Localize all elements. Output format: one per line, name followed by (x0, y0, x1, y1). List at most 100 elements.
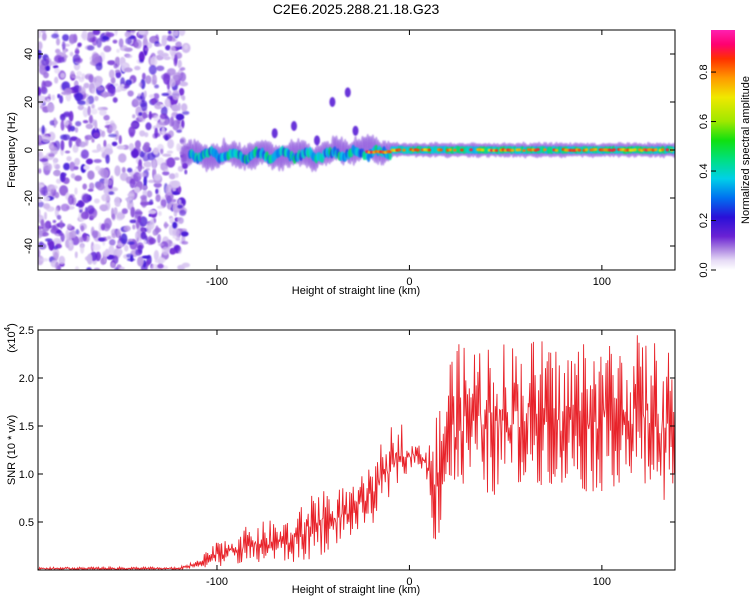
noise-speckle (82, 193, 91, 204)
noise-speckle (75, 47, 80, 56)
noise-speckle (93, 267, 101, 270)
noise-speckle (120, 233, 128, 245)
noise-speckle (91, 36, 98, 46)
noise-speckle (106, 235, 112, 240)
spectrogram-axes: -100 0 100 -40 -20 0 20 40 (23, 30, 675, 288)
noise-speckle (74, 157, 80, 166)
noise-speckle (48, 153, 55, 158)
colorbar-tick-label: 0.2 (698, 213, 710, 228)
side-blob (291, 121, 297, 131)
band-peak (654, 148, 658, 152)
side-blob (314, 135, 320, 146)
noise-speckle (45, 65, 51, 72)
noise-speckle (76, 70, 82, 77)
snr-axes: -100 0 100 0.5 1.0 1.5 2.0 2.5 (19, 325, 675, 588)
noise-speckle (164, 98, 171, 108)
noise-speckle (60, 173, 65, 182)
band-peak (494, 149, 499, 152)
noise-speckle (105, 32, 115, 38)
noise-speckle (129, 219, 137, 224)
band-peak (453, 148, 457, 152)
noise-speckle (146, 190, 153, 198)
y-tick-label: 1.0 (19, 469, 34, 481)
noise-speckle (64, 150, 71, 154)
noise-speckle (178, 30, 186, 37)
noise-speckle (161, 35, 168, 39)
noise-speckle (165, 184, 174, 196)
noise-speckle (103, 114, 110, 121)
noise-speckle (138, 172, 147, 178)
noise-speckle (77, 104, 85, 111)
noise-speckle (177, 165, 184, 172)
noise-speckle (87, 45, 95, 51)
noise-speckle (154, 102, 163, 110)
noise-speckle (54, 207, 60, 218)
noise-speckle (181, 241, 189, 245)
noise-speckle (123, 225, 131, 232)
noise-speckle (38, 135, 42, 143)
noise-speckle (148, 209, 157, 215)
noise-speckle (137, 256, 144, 267)
noise-speckle (175, 113, 185, 121)
band-peak (480, 148, 485, 152)
noise-speckle (116, 145, 126, 150)
noise-speckle (140, 102, 148, 112)
noise-speckle (108, 69, 115, 79)
noise-speckle (67, 195, 74, 206)
noise-speckle (69, 161, 76, 172)
noise-speckle (99, 109, 107, 116)
noise-speckle (50, 146, 58, 155)
colorbar-tick-label: 0.0 (698, 262, 710, 277)
noise-speckle (127, 193, 135, 197)
noise-speckle (60, 233, 65, 242)
noise-speckle (82, 183, 87, 190)
noise-speckle (133, 97, 142, 106)
noise-speckle (56, 37, 60, 46)
noise-speckle (86, 267, 92, 270)
noise-speckle (69, 125, 76, 132)
noise-speckle (48, 142, 54, 150)
noise-speckle (161, 73, 169, 81)
noise-speckle (123, 67, 133, 73)
band-peak (460, 148, 464, 152)
x-tick-label: 100 (593, 576, 611, 588)
noise-speckle (141, 185, 148, 190)
noise-speckle (175, 237, 181, 241)
noise-speckle (86, 205, 95, 215)
noise-speckle (172, 191, 180, 195)
noise-speckle (79, 141, 87, 148)
noise-speckle (132, 224, 136, 230)
noise-speckle (148, 237, 156, 245)
noise-speckle (116, 48, 120, 53)
noise-speckle (115, 130, 119, 141)
noise-speckle (115, 69, 121, 73)
noise-speckle (130, 122, 139, 128)
noise-speckle (75, 121, 82, 127)
noise-speckle (89, 182, 95, 190)
noise-speckle (96, 86, 105, 91)
noise-speckle (156, 65, 165, 72)
noise-speckle (80, 149, 89, 159)
noise-speckle (67, 223, 72, 230)
noise-speckle (62, 40, 66, 50)
noise-speckle (59, 219, 63, 230)
noise-speckle (41, 232, 49, 237)
noise-speckle (130, 148, 139, 159)
noise-speckle (134, 65, 141, 71)
noise-speckle (92, 53, 101, 64)
noise-speckle (74, 127, 79, 133)
noise-speckle (171, 104, 180, 112)
side-blob (271, 128, 278, 139)
noise-speckle (148, 111, 152, 120)
noise-speckle (82, 232, 87, 242)
noise-speckle (77, 200, 84, 208)
noise-speckle (160, 198, 167, 208)
band-peak (554, 149, 559, 152)
noise-speckle (172, 119, 180, 131)
noise-speckle (121, 167, 126, 173)
band-peak (522, 149, 526, 152)
y-tick-label: -20 (23, 190, 35, 206)
noise-speckle (154, 43, 163, 47)
noise-speckle (154, 127, 158, 139)
noise-speckle (78, 237, 82, 243)
